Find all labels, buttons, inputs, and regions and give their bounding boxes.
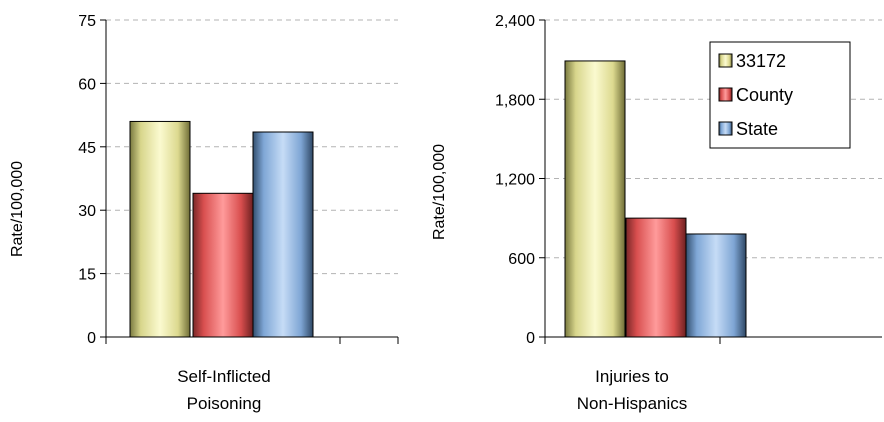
- y-tick-label-chart-2: 0: [526, 330, 535, 347]
- y-tick-label-chart-2: 2,400: [495, 13, 535, 30]
- legend-label-county: County: [736, 85, 793, 105]
- y-tick-label-chart-1: 45: [78, 140, 96, 157]
- y-tick-label-chart-2: 1,200: [495, 172, 535, 189]
- legend-item-33172: 33172: [718, 51, 786, 71]
- legend-swatch-county: [718, 87, 733, 102]
- chart-self-inflicted-poisoning: Rate/100,000 Self-Inflicted Poisoning 0 1…: [9, 13, 399, 413]
- y-tick-label-chart-1: 75: [78, 13, 96, 30]
- legend-swatch-state: [718, 121, 733, 136]
- chart-injuries-to-non-hispanics: Rate/100,000 Injuries to Non-Hispanics 0…: [431, 13, 882, 413]
- y-axis-label-chart-2: Rate/100,000: [431, 144, 448, 240]
- legend-box: [709, 41, 851, 149]
- y-tick-label-chart-1: 30: [78, 203, 96, 220]
- legend-label-state: State: [736, 119, 778, 139]
- bar-state-chart-2: [685, 233, 747, 338]
- y-tick-label-chart-1: 15: [78, 267, 96, 284]
- y-tick-label-chart-1: 60: [78, 76, 96, 93]
- bar-county-chart-2: [625, 217, 687, 338]
- legend-item-state: State: [718, 119, 778, 139]
- y-axis-label-chart-1: Rate/100,000: [9, 161, 26, 257]
- category-label-line-1-chart-2: Injuries to: [595, 367, 669, 386]
- bar-state-chart-1: [252, 131, 314, 338]
- legend-item-county: County: [718, 85, 793, 105]
- bar-county-chart-1: [192, 192, 254, 338]
- y-tick-label-chart-2: 1,800: [495, 92, 535, 109]
- y-tick-label-chart-2: 600: [508, 251, 535, 268]
- bar-33172-chart-2: [564, 60, 626, 338]
- legend: 33172 County State: [709, 41, 851, 149]
- y-tick-label-chart-1: 0: [87, 330, 96, 347]
- category-label-line-2-chart-1: Poisoning: [187, 394, 262, 413]
- bar-33172-chart-1: [129, 120, 191, 338]
- legend-swatch-33172: [718, 53, 733, 68]
- category-label-line-1-chart-1: Self-Inflicted: [177, 367, 271, 386]
- category-label-line-2-chart-2: Non-Hispanics: [577, 394, 688, 413]
- legend-label-33172: 33172: [736, 51, 786, 71]
